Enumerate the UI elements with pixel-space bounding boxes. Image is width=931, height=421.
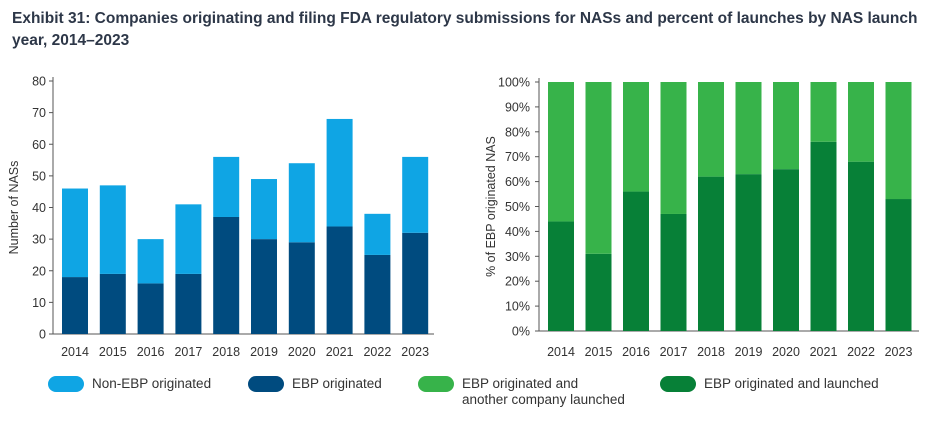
bar-ebp-launched-2022 — [848, 161, 874, 331]
y-tick-label: 50% — [505, 200, 530, 214]
legend-item-ebp: EBP originated — [248, 376, 382, 392]
chart-title: Exhibit 31: Companies originating and fi… — [12, 10, 918, 49]
bar-non-ebp-2021 — [326, 118, 353, 227]
bar-ebp-launched-2018 — [698, 176, 724, 331]
x-tick-label-2023: 2023 — [885, 345, 913, 359]
bar-ebp-launched-2020 — [773, 169, 799, 331]
y-tick-label: 70% — [505, 150, 530, 164]
ebp-percent-plot: 0% 10% 20% 30% 40% 50% 60% 70% 80% 90% 100% % of EB… — [484, 76, 919, 359]
bar-ebp-2018 — [213, 216, 240, 334]
y-tick-label: 10% — [505, 300, 530, 314]
bar-ebp-launched-2023 — [885, 199, 912, 331]
y-axis-title: Number of NASs — [7, 161, 21, 255]
bar-ebp-launched-2016 — [623, 191, 649, 331]
y-tick-label: 60 — [32, 138, 46, 152]
bar-non-ebp-2015 — [99, 185, 126, 274]
y-tick-label: 50 — [32, 169, 46, 183]
bar-ebp-2015 — [99, 273, 126, 334]
legend-swatch-non-ebp — [48, 376, 84, 392]
y-tick-label: 80 — [32, 75, 46, 89]
y-tick-label: 70 — [32, 106, 46, 120]
y-tick-label: 20 — [32, 264, 46, 278]
bar-non-ebp-2018 — [213, 156, 240, 217]
x-tick-label-2016: 2016 — [622, 345, 650, 359]
y-tick-label: 40% — [505, 225, 530, 239]
bar-ebp-2017 — [175, 273, 202, 334]
legend-label-ebp-other-launched: EBP originated and another company launc… — [462, 376, 625, 407]
bar-ebp-2014 — [62, 277, 88, 334]
x-tick-label-2018: 2018 — [212, 345, 240, 359]
legend-swatch-ebp — [248, 376, 284, 392]
legend-item-non-ebp: Non-EBP originated — [48, 376, 211, 392]
bar-ebp-2023 — [402, 232, 429, 334]
bar-non-ebp-2016 — [137, 239, 164, 284]
bar-ebp-other-launched-2020 — [773, 82, 799, 170]
nas-count-plot: 0 10 20 30 40 50 60 70 80 Number of NASs 2014 2015 2… — [7, 75, 434, 359]
x-tick-label-2020: 2020 — [772, 345, 800, 359]
bar-ebp-other-launched-2014 — [548, 82, 574, 222]
legend-swatch-ebp-launched — [660, 376, 696, 392]
bar-ebp-other-launched-2021 — [810, 82, 837, 142]
x-tick-label-2020: 2020 — [288, 345, 316, 359]
bar-ebp-2019 — [251, 239, 277, 334]
y-tick-label: 90% — [505, 100, 530, 114]
y-tick-label: 0% — [512, 325, 530, 339]
bar-non-ebp-2019 — [251, 179, 277, 240]
bar-non-ebp-2023 — [402, 156, 429, 233]
y-tick-label: 40 — [32, 201, 46, 215]
bar-non-ebp-2017 — [175, 204, 202, 274]
bar-ebp-2021 — [326, 226, 353, 334]
bar-ebp-other-launched-2015 — [585, 82, 612, 254]
x-tick-label-2021: 2021 — [326, 345, 354, 359]
x-tick-label-2023: 2023 — [401, 345, 429, 359]
x-tick-label-2018: 2018 — [697, 345, 725, 359]
bar-ebp-other-launched-2023 — [885, 82, 912, 200]
legend-swatch-ebp-other-launched — [418, 376, 454, 392]
y-tick-label: 30% — [505, 250, 530, 264]
bar-non-ebp-2022 — [364, 213, 391, 255]
bar-ebp-launched-2014 — [548, 221, 574, 331]
x-tick-label-2021: 2021 — [810, 345, 838, 359]
bar-ebp-other-launched-2018 — [698, 82, 724, 177]
x-tick-label-2022: 2022 — [363, 345, 391, 359]
legend-label-non-ebp: Non-EBP originated — [92, 376, 212, 391]
bar-non-ebp-2020 — [288, 163, 315, 243]
y-tick-label: 10 — [32, 296, 46, 310]
x-tick-label-2017: 2017 — [174, 345, 202, 359]
x-tick-label-2014: 2014 — [61, 345, 89, 359]
bar-ebp-other-launched-2016 — [623, 82, 649, 192]
x-tick-label-2015: 2015 — [585, 345, 613, 359]
x-tick-label-2016: 2016 — [137, 345, 165, 359]
x-tick-label-2014: 2014 — [547, 345, 575, 359]
x-tick-label-2022: 2022 — [847, 345, 875, 359]
y-tick-label: 60% — [505, 175, 530, 189]
bar-non-ebp-2014 — [62, 188, 88, 278]
legend-item-ebp-other-launched: EBP originated and another company launc… — [418, 376, 625, 408]
x-tick-label-2019: 2019 — [735, 345, 763, 359]
bar-ebp-launched-2019 — [735, 174, 762, 331]
y-tick-label: 30 — [32, 233, 46, 247]
bar-ebp-other-launched-2019 — [735, 82, 762, 175]
y-tick-label: 20% — [505, 275, 530, 289]
x-tick-label-2019: 2019 — [250, 345, 278, 359]
y-tick-label: 100% — [498, 76, 530, 90]
bar-ebp-launched-2015 — [585, 253, 612, 331]
bar-ebp-other-launched-2017 — [660, 82, 687, 214]
bar-ebp-other-launched-2022 — [848, 82, 874, 162]
x-tick-label-2015: 2015 — [99, 345, 127, 359]
y-axis-title: % of EBP originated NAS — [484, 136, 498, 277]
legend-item-ebp-launched: EBP originated and launched — [660, 376, 879, 392]
x-tick-label-2017: 2017 — [660, 345, 688, 359]
y-tick-label: 0 — [39, 328, 46, 342]
bar-ebp-2016 — [137, 283, 164, 334]
legend-label-ebp: EBP originated — [292, 376, 382, 391]
bar-ebp-launched-2021 — [810, 141, 837, 331]
bar-ebp-2020 — [288, 242, 315, 334]
bar-ebp-launched-2017 — [660, 213, 687, 331]
legend-label-ebp-launched: EBP originated and launched — [704, 376, 879, 391]
bar-ebp-2022 — [364, 254, 391, 334]
y-tick-label: 80% — [505, 125, 530, 139]
